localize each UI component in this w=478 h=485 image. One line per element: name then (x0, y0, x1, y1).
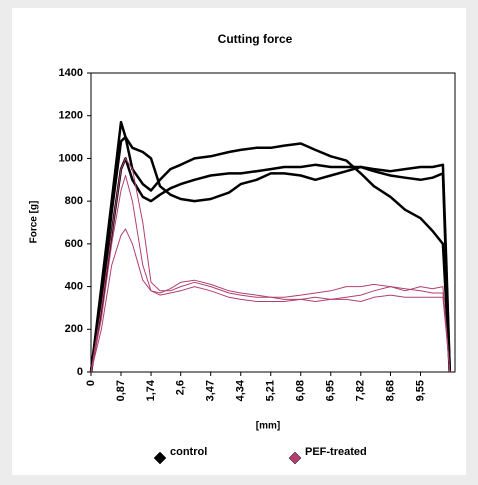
x-tick-label: 2,6 (175, 380, 187, 395)
y-tick-label: 400 (65, 280, 83, 292)
legend-marker (288, 451, 302, 465)
y-tick-label: 0 (77, 366, 83, 378)
x-tick-label: 0 (85, 380, 97, 386)
y-tick-label: 1000 (59, 152, 83, 164)
series-line (90, 228, 451, 373)
y-tick-label: 1200 (59, 110, 83, 122)
legend-label: PEF-treated (305, 446, 367, 458)
y-tick-label: 200 (65, 323, 83, 335)
series-line (90, 157, 451, 373)
y-tick-label: 1400 (59, 67, 83, 79)
legend-marker (153, 451, 167, 465)
plot-frame (90, 72, 456, 373)
x-tick-label: 7,82 (355, 380, 367, 401)
chart-title: Cutting force (218, 32, 293, 46)
x-tick-label: 8,68 (384, 380, 396, 401)
x-tick-label: 0,87 (115, 380, 127, 401)
series-line (90, 175, 451, 373)
x-tick-label: 4,34 (235, 379, 247, 401)
panel (12, 8, 466, 475)
legend-label: control (170, 446, 207, 458)
x-tick-label: 6,08 (295, 380, 307, 401)
x-tick-label: 5,21 (265, 380, 277, 401)
x-tick-label: 3,47 (205, 380, 217, 401)
y-tick-label: 600 (65, 238, 83, 250)
series-line (89, 135, 452, 373)
x-tick-label: 9,55 (414, 380, 426, 401)
x-tick-label: 1,74 (145, 379, 157, 401)
y-tick-label: 800 (65, 195, 83, 207)
x-tick-label: 6,95 (325, 380, 337, 401)
y-axis-label: Force [g] (29, 201, 40, 244)
series-line (89, 157, 452, 373)
x-axis-label: [mm] (256, 421, 280, 432)
